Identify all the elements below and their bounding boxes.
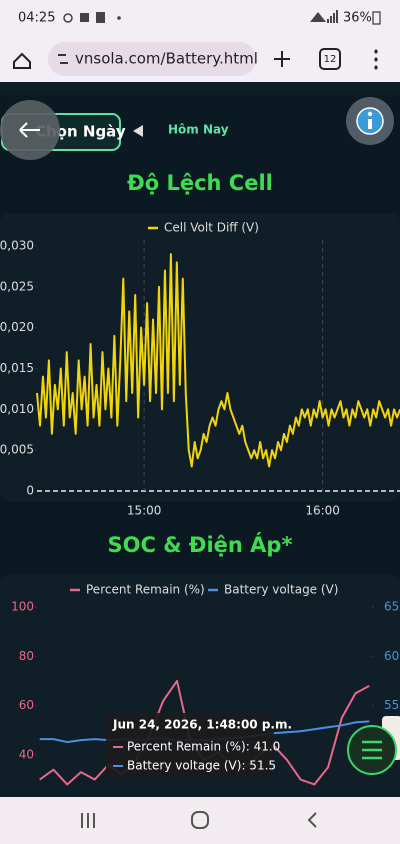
home-button[interactable] bbox=[191, 811, 209, 829]
y-tick-label: 0,030 bbox=[0, 239, 34, 253]
y-tick-label: 100 bbox=[11, 600, 34, 614]
signal-icon bbox=[327, 10, 338, 23]
y-tick-label: 80 bbox=[19, 649, 34, 663]
battery-icon bbox=[372, 11, 381, 25]
today-button[interactable]: Hôm Nay bbox=[168, 123, 229, 137]
tab-switcher[interactable] bbox=[319, 48, 341, 70]
url: vnsola.com/Battery.html bbox=[75, 50, 258, 68]
tooltip-box bbox=[106, 713, 274, 777]
y-tick-label: 40 bbox=[19, 747, 34, 761]
prev-button[interactable] bbox=[133, 125, 143, 137]
chart-card bbox=[0, 213, 400, 501]
y-tick-label: 0 bbox=[26, 484, 34, 498]
y-tick-label: 0,025 bbox=[0, 279, 34, 293]
wifi-icon bbox=[310, 12, 326, 22]
status-icon bbox=[63, 13, 73, 23]
chart-title: Độ Lệch Cell bbox=[127, 171, 273, 195]
clock: 04:25 bbox=[18, 11, 55, 26]
back-arrow bbox=[19, 122, 40, 138]
y-tick-label: 60 bbox=[19, 698, 34, 712]
charts: Độ Lệch Cell 0 0,005 0,010 0,015 0,020 0,025 0,… bbox=[0, 171, 400, 786]
y2-tick-label: 60 bbox=[384, 649, 399, 663]
site-settings-icon[interactable] bbox=[58, 54, 68, 64]
tab-count: 12 bbox=[324, 54, 337, 65]
url-bar[interactable] bbox=[48, 42, 256, 76]
battery-level: 36% bbox=[343, 11, 372, 26]
status-icon bbox=[80, 13, 89, 22]
x-tick-label: 15:00 bbox=[127, 504, 162, 518]
y-tick-label: 0,010 bbox=[0, 402, 34, 416]
new-tab-button[interactable] bbox=[274, 51, 290, 67]
series-line bbox=[36, 253, 400, 468]
y-tick-label: 0,005 bbox=[0, 443, 34, 457]
legend-label: Cell Volt Diff (V) bbox=[164, 221, 259, 235]
chart-card bbox=[0, 575, 400, 815]
tooltip-title: Jun 24, 2026, 1:48:00 p.m. bbox=[112, 718, 292, 732]
y-tick-label: 0,015 bbox=[0, 361, 34, 375]
y2-tick-label: 65 bbox=[384, 600, 399, 614]
header-strip bbox=[0, 82, 400, 94]
y2-tick-label: 55 bbox=[384, 698, 399, 712]
tooltip-line: Percent Remain (%): 41.0 bbox=[127, 740, 280, 754]
menu-icon bbox=[362, 740, 382, 760]
status-icon bbox=[96, 12, 105, 23]
chart-title: SOC & Điện Áp* bbox=[108, 532, 293, 557]
info-icon-dot bbox=[367, 111, 373, 117]
status-icon bbox=[117, 16, 121, 20]
x-tick-label: 16:00 bbox=[305, 504, 340, 518]
info-icon-stem bbox=[368, 119, 372, 129]
home-icon[interactable] bbox=[13, 52, 31, 69]
back-nav-button[interactable] bbox=[307, 812, 317, 828]
tooltip-line: Battery voltage (V): 51.5 bbox=[127, 759, 276, 773]
tooltip: Jun 24, 2026, 1:48:00 p.m. Percent Remai… bbox=[106, 713, 292, 777]
plot bbox=[35, 240, 400, 492]
legend-label: Percent Remain (%) bbox=[86, 583, 205, 597]
y-tick-label: 0,020 bbox=[0, 320, 34, 334]
nav-bar bbox=[0, 797, 400, 844]
recents-button[interactable] bbox=[81, 813, 95, 828]
legend-label: Battery voltage (V) bbox=[224, 583, 338, 597]
